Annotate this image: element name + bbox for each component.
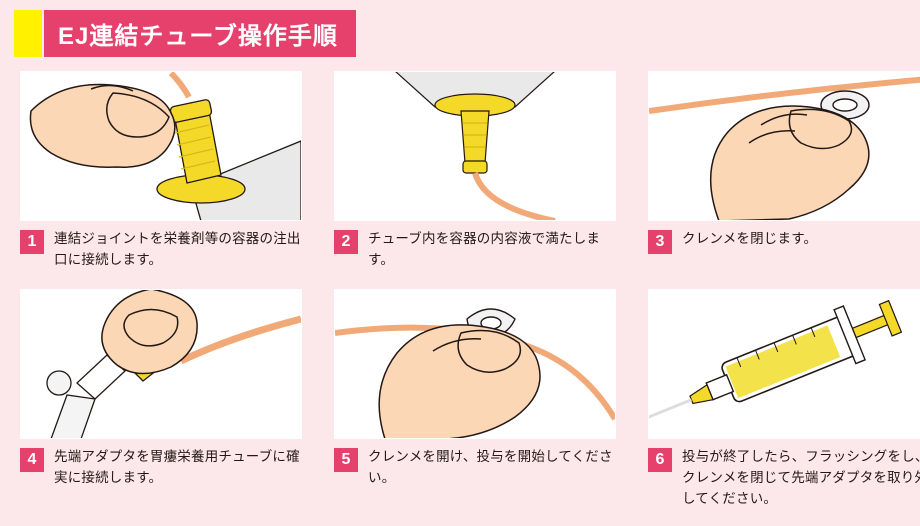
step-caption: 先端アダプタを胃瘻栄養用チューブに確実に接続します。 — [54, 447, 302, 489]
step-5: 5 クレンメを開け、投与を開始してください。 — [334, 289, 616, 510]
step-2-caption-row: 2 チューブ内を容器の内容液で満たします。 — [334, 229, 616, 271]
step-4-caption-row: 4 先端アダプタを胃瘻栄養用チューブに確実に接続します。 — [20, 447, 302, 489]
step-2: 2 チューブ内を容器の内容液で満たします。 — [334, 71, 616, 271]
step-number: 3 — [648, 230, 672, 254]
step-6-caption-row: 6 投与が終了したら、フラッシングをし、クレンメを閉じて先端アダプタを取り外して… — [648, 447, 920, 510]
step-number: 1 — [20, 230, 44, 254]
step-caption: チューブ内を容器の内容液で満たします。 — [368, 229, 616, 271]
step-3-caption-row: 3 クレンメを閉じます。 — [648, 229, 920, 254]
step-2-illustration — [334, 71, 616, 221]
step-caption: クレンメを閉じます。 — [682, 229, 817, 250]
step-3-illustration — [648, 71, 920, 221]
step-number: 5 — [334, 448, 358, 472]
step-3: 3 クレンメを閉じます。 — [648, 71, 920, 271]
step-4-illustration — [20, 289, 302, 439]
steps-grid: 1 連結ジョイントを栄養剤等の容器の注出口に接続します。 — [0, 71, 920, 526]
step-1: 1 連結ジョイントを栄養剤等の容器の注出口に接続します。 — [20, 71, 302, 271]
step-number: 6 — [648, 448, 672, 472]
page-title: EJ連結チューブ操作手順 — [44, 10, 356, 57]
step-1-caption-row: 1 連結ジョイントを栄養剤等の容器の注出口に接続します。 — [20, 229, 302, 271]
step-5-illustration — [334, 289, 616, 439]
step-5-caption-row: 5 クレンメを開け、投与を開始してください。 — [334, 447, 616, 489]
step-number: 2 — [334, 230, 358, 254]
step-caption: 連結ジョイントを栄養剤等の容器の注出口に接続します。 — [54, 229, 302, 271]
step-caption: 投与が終了したら、フラッシングをし、クレンメを閉じて先端アダプタを取り外してくだ… — [682, 447, 920, 510]
step-4: 4 先端アダプタを胃瘻栄養用チューブに確実に接続します。 — [20, 289, 302, 510]
step-6: 6 投与が終了したら、フラッシングをし、クレンメを閉じて先端アダプタを取り外して… — [648, 289, 920, 510]
step-number: 4 — [20, 448, 44, 472]
header: EJ連結チューブ操作手順 — [0, 0, 920, 71]
step-6-illustration — [648, 289, 920, 439]
accent-bar — [14, 10, 42, 57]
step-1-illustration — [20, 71, 302, 221]
step-caption: クレンメを開け、投与を開始してください。 — [368, 447, 616, 489]
